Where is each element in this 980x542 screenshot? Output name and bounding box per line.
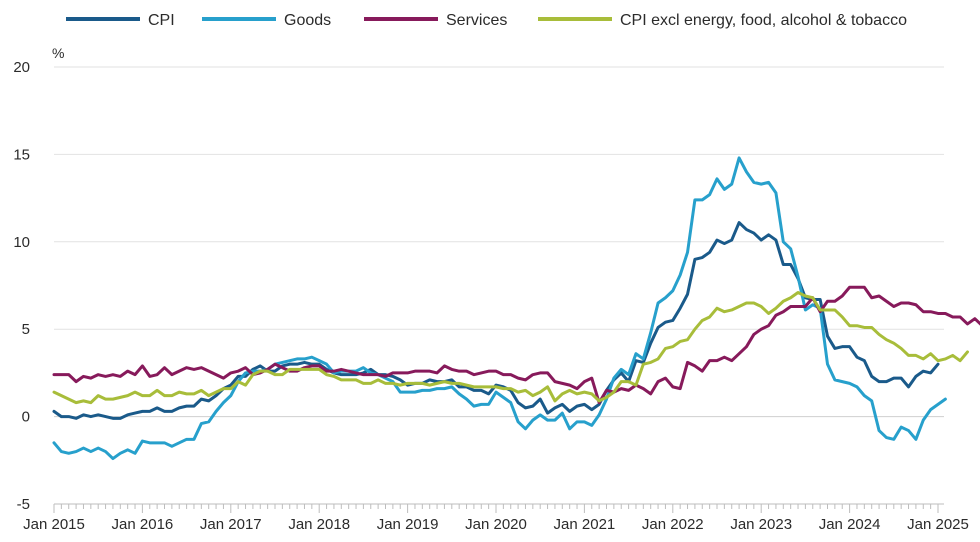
legend-label-services: Services — [446, 12, 507, 29]
x-tick-label: Jan 2015 — [23, 516, 85, 533]
y-tick-label: 20 — [13, 59, 30, 76]
x-tick-label: Jan 2022 — [642, 516, 704, 533]
legend-label-core-cpi: CPI excl energy, food, alcohol & tobacco — [620, 12, 907, 29]
chart-legend: CPI Goods Services CPI excl energy, food… — [66, 12, 907, 29]
x-tick-label: Jan 2021 — [554, 516, 616, 533]
legend-label-goods: Goods — [284, 12, 331, 29]
y-tick-label: 10 — [13, 234, 30, 251]
x-tick-label: Jan 2018 — [288, 516, 350, 533]
series-line-services — [52, 285, 980, 405]
y-axis-unit-label: % — [52, 45, 64, 61]
x-tick-label: Jan 2024 — [819, 516, 881, 533]
series-lines — [52, 156, 980, 461]
series-line-goods — [52, 156, 947, 461]
y-tick-label: 5 — [22, 321, 30, 338]
series-line-cpi — [52, 221, 940, 420]
x-axis: Jan 2015 Jan 2016 Jan 2017 Jan 2018 Jan 2019… — [23, 503, 969, 533]
legend-label-cpi: CPI — [148, 12, 175, 29]
y-tick-label: 15 — [13, 146, 30, 163]
x-tick-label: Jan 2016 — [112, 516, 174, 533]
x-tick-label: Jan 2025 — [907, 516, 969, 533]
x-tick-label: Jan 2019 — [377, 516, 439, 533]
y-axis-tick-labels: -5 0 5 10 15 20 — [13, 59, 30, 513]
x-tick-label: Jan 2023 — [730, 516, 792, 533]
series-line-core-cpi — [52, 290, 969, 405]
y-tick-label: 0 — [22, 409, 30, 426]
y-tick-label: -5 — [17, 496, 30, 513]
x-tick-label: Jan 2017 — [200, 516, 262, 533]
x-tick-label: Jan 2020 — [465, 516, 527, 533]
